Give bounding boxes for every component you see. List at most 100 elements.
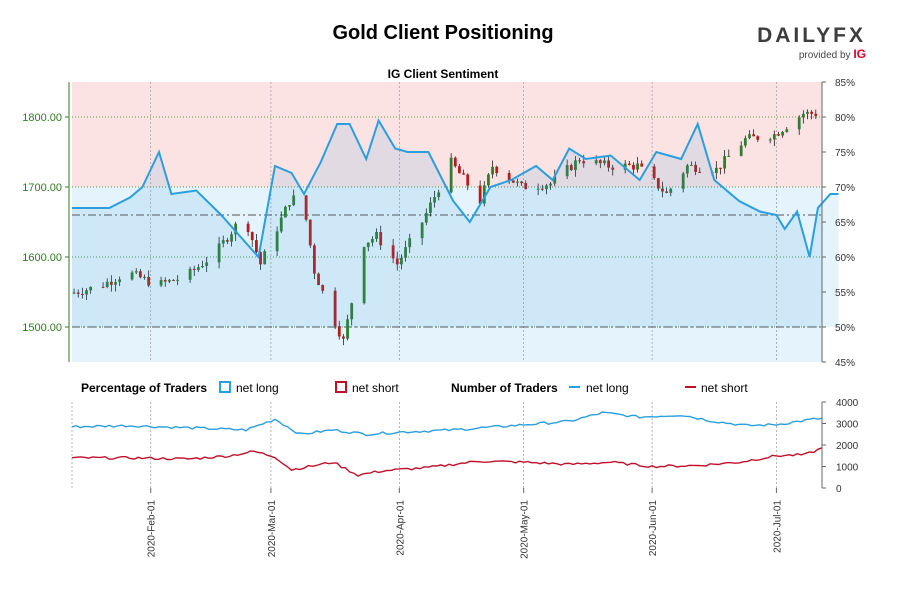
- candle-body: [752, 134, 756, 137]
- legend: Percentage of Traders net long net short…: [81, 381, 748, 395]
- candle-body: [739, 145, 743, 156]
- candle-body: [598, 160, 602, 164]
- candle-body: [719, 167, 722, 169]
- candle-body: [640, 163, 644, 167]
- price-tick-label: 1600.00: [22, 252, 62, 264]
- sentiment-tick-label: 85%: [835, 78, 855, 89]
- price-tick-label: 1800.00: [22, 112, 62, 124]
- page-title: Gold Client Positioning: [332, 22, 554, 44]
- traders-tick-label: 0: [836, 484, 842, 495]
- candle-body: [453, 157, 457, 167]
- candle-body: [234, 223, 238, 235]
- traders-lines: [71, 411, 823, 477]
- candle-body: [458, 166, 461, 174]
- candle-body: [114, 282, 117, 285]
- candle-body: [814, 113, 818, 116]
- candle-body: [524, 183, 528, 190]
- candle-body: [80, 293, 84, 295]
- candle-body: [727, 155, 731, 157]
- candle-body: [118, 279, 122, 283]
- candle-body: [549, 183, 552, 186]
- dailyfx-wordmark: DAILYFX: [757, 24, 866, 47]
- candle-body: [569, 165, 573, 171]
- candle-body: [350, 303, 354, 320]
- main-chart-background: [72, 82, 822, 362]
- candle-body: [342, 336, 345, 339]
- sentiment-tick-label: 50%: [835, 323, 855, 334]
- candle-body: [690, 164, 693, 166]
- candle-body: [346, 319, 349, 339]
- candle-body: [574, 160, 577, 171]
- candle-body: [449, 157, 453, 193]
- candle-body: [138, 271, 142, 278]
- sentiment-tick-label: 70%: [835, 183, 855, 194]
- legend-pct-short-label: net short: [352, 381, 399, 395]
- date-tick-label: 2020-Feb-01: [147, 500, 158, 558]
- candle-body: [225, 240, 229, 242]
- candle-body: [694, 164, 698, 172]
- legend-num-short-label: net short: [701, 381, 748, 395]
- traders-tick-label: 3000: [836, 420, 859, 431]
- legend-pct-long-label: net long: [236, 381, 279, 395]
- candle-body: [362, 247, 366, 304]
- candle-body: [395, 258, 399, 265]
- candle-body: [743, 138, 747, 146]
- candle-body: [279, 217, 283, 232]
- legend-pct-title: Percentage of Traders: [81, 381, 207, 395]
- candle-body: [511, 180, 515, 183]
- long-zone-band: [72, 187, 822, 362]
- legend-pct-long-swatch: [219, 381, 231, 393]
- candle-body: [308, 219, 312, 246]
- provided-by-text: provided by: [798, 50, 851, 61]
- chart-subtitle: IG Client Sentiment: [388, 67, 499, 81]
- dailyfx-logo: DAILYFX provided by IG: [757, 24, 866, 61]
- candle-body: [785, 129, 789, 132]
- sentiment-tick-label: 60%: [835, 253, 855, 264]
- legend-pct-short-swatch: [335, 381, 347, 393]
- candle-body: [89, 286, 93, 291]
- traders-tick-label: 1000: [836, 463, 859, 474]
- candle-body: [565, 165, 569, 177]
- candle-body: [172, 279, 175, 281]
- candle-body: [321, 285, 325, 291]
- traders-net-long-series: [71, 411, 823, 437]
- candle-body: [627, 163, 631, 165]
- candle-body: [254, 240, 258, 253]
- net-long-pct-series: [72, 118, 839, 260]
- candle-body: [466, 174, 470, 186]
- candle-body: [520, 181, 523, 184]
- candle-body: [478, 185, 482, 204]
- candle-body: [250, 232, 254, 241]
- candle-body: [437, 192, 441, 198]
- candle-body: [159, 280, 163, 286]
- candle-body: [147, 276, 151, 286]
- candle-body: [723, 156, 727, 169]
- candle-body: [772, 134, 776, 140]
- candle-body: [714, 167, 718, 174]
- candle-body: [196, 267, 200, 271]
- candle-body: [545, 185, 548, 190]
- candle-body: [636, 163, 640, 170]
- candle-body: [143, 276, 146, 278]
- candle-body: [163, 280, 167, 282]
- candle-body: [304, 195, 308, 220]
- candle-body: [176, 279, 180, 281]
- candle-body: [205, 262, 209, 266]
- candle-body: [685, 165, 689, 174]
- candle-body: [681, 173, 685, 189]
- candle-body: [540, 188, 544, 190]
- candle-body: [611, 167, 615, 170]
- ig-logo: IG: [853, 47, 866, 61]
- candle-body: [391, 245, 395, 259]
- candle-body: [366, 242, 370, 248]
- candle-body: [669, 188, 673, 193]
- date-tick-label: 2020-Jun-01: [648, 500, 659, 557]
- candle-body: [748, 134, 751, 139]
- sentiment-tick-label: 80%: [835, 113, 855, 124]
- candle-body: [246, 223, 250, 233]
- candle-body: [665, 191, 669, 193]
- candle-body: [109, 281, 113, 285]
- candle-body: [516, 181, 519, 183]
- candle-body: [400, 257, 403, 265]
- candle-body: [462, 173, 465, 175]
